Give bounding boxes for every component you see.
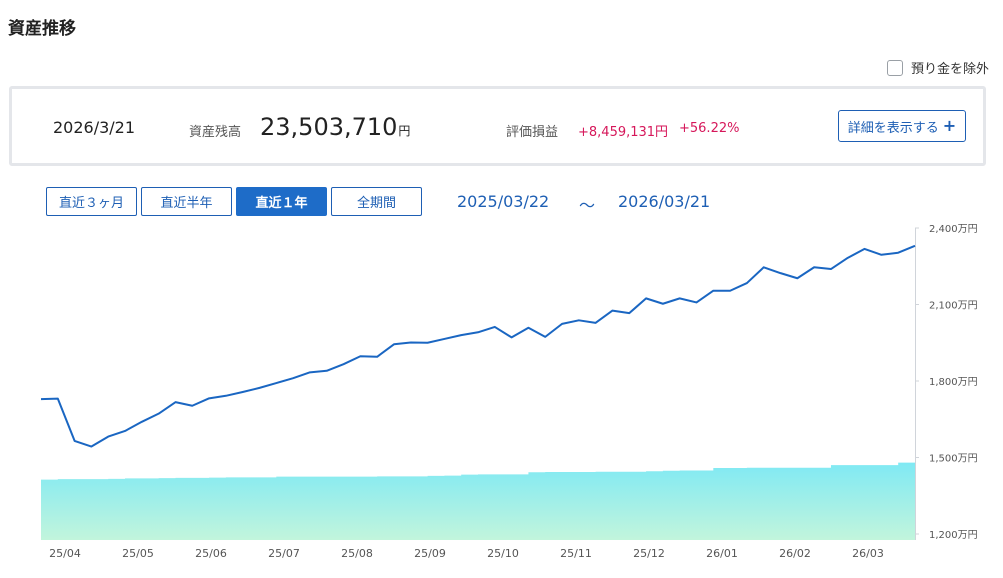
x-tick-label: 26/03 — [852, 547, 884, 560]
period-end: 2026/03/21 — [618, 192, 711, 211]
page-title: 資産推移 — [8, 19, 76, 39]
x-tick-label: 25/06 — [195, 547, 227, 560]
y-tick-label: 1,500万円 — [929, 454, 978, 465]
exclude-deposit-label: 預り金を除外 — [910, 62, 989, 77]
x-tick-label: 25/10 — [487, 547, 519, 560]
x-tick-label: 26/01 — [706, 547, 738, 560]
y-tick-label: 2,100万円 — [929, 301, 978, 312]
balance-label: 資産残高 — [189, 125, 242, 140]
balance-value: 23,503,710円 — [260, 113, 410, 141]
x-tick-label: 25/11 — [560, 547, 592, 560]
exclude-deposit-toggle[interactable]: 預り金を除外 — [886, 58, 989, 77]
x-tick-label: 25/05 — [122, 547, 154, 560]
period-start: 2025/03/22 — [457, 192, 550, 211]
summary-date: 2026/3/21 — [53, 118, 136, 137]
profit-loss-label: 評価損益 — [506, 125, 559, 140]
x-tick-label: 25/09 — [414, 547, 446, 560]
show-details-button[interactable]: 詳細を表示する + — [838, 110, 966, 142]
y-tick-label: 2,400万円 — [929, 224, 978, 235]
show-details-label: 詳細を表示する — [847, 120, 939, 136]
profit-loss-percent: +56.22% — [679, 121, 740, 136]
asset-line — [40, 244, 916, 448]
balance-amount: 23,503,710 — [260, 113, 398, 141]
y-tick-label: 1,200万円 — [929, 530, 978, 541]
x-tick-label: 25/08 — [341, 547, 373, 560]
range-half-year-button[interactable]: 直近半年 — [141, 187, 232, 216]
exclude-deposit-checkbox[interactable] — [886, 59, 903, 76]
x-tick-label: 25/12 — [633, 547, 665, 560]
x-tick-label: 26/02 — [779, 547, 811, 560]
deposit-area — [41, 462, 915, 540]
range-selector: 直近３ヶ月 直近半年 直近１年 全期間 — [46, 187, 422, 216]
summary-panel: 2026/3/21 資産残高 23,503,710円 評価損益 +8,459,1… — [9, 86, 986, 166]
range-1-year-button[interactable]: 直近１年 — [236, 187, 327, 216]
period-separator: ～ — [579, 196, 596, 215]
range-all-button[interactable]: 全期間 — [331, 187, 422, 216]
y-tick-label: 1,800万円 — [929, 377, 978, 388]
x-tick-label: 25/04 — [49, 547, 81, 560]
range-3-months-button[interactable]: 直近３ヶ月 — [46, 187, 137, 216]
plus-icon: + — [942, 116, 957, 135]
balance-unit: 円 — [398, 124, 411, 138]
x-tick-label: 25/07 — [268, 547, 300, 560]
profit-loss-amount: +8,459,131円 — [578, 125, 669, 140]
